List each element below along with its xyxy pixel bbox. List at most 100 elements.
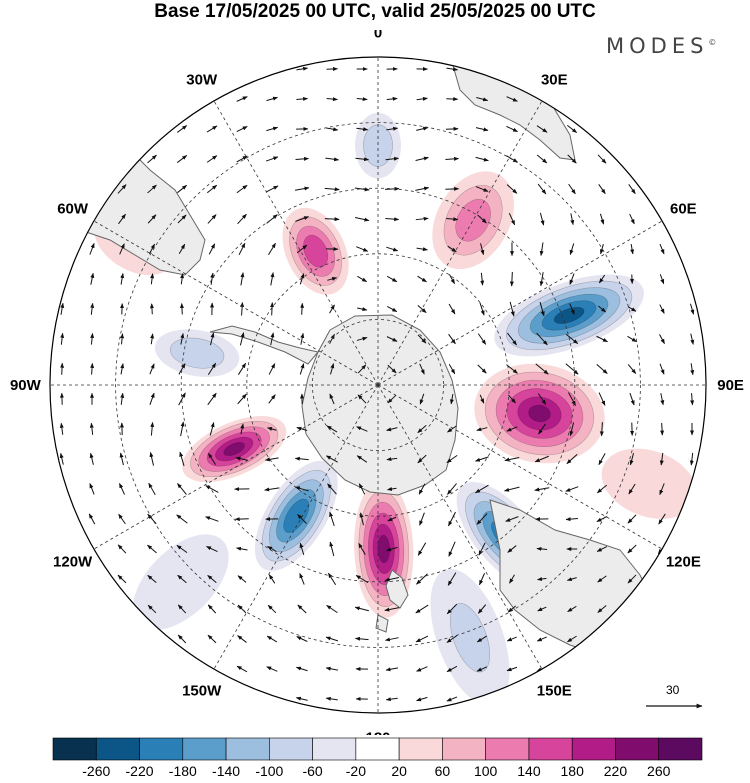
colorbar-swatch: [225, 737, 270, 761]
wind-arrow: [299, 573, 305, 585]
modes-logo: MODES©: [606, 34, 716, 58]
wind-arrow: [538, 423, 546, 435]
wind-arrow: [596, 484, 607, 494]
wind-arrow: [294, 456, 309, 461]
wind-arrow: [506, 184, 518, 194]
wind-arrow: [147, 184, 157, 194]
wind-arrow: [149, 303, 154, 315]
wind-arrow: [417, 424, 427, 434]
colorbar-tick-label: -260: [82, 763, 111, 779]
wind-arrow: [176, 544, 188, 554]
longitude-label: 90W: [10, 377, 42, 394]
wind-arrow: [237, 575, 247, 583]
antarctica-outline: [301, 314, 459, 496]
wind-arrow: [446, 665, 458, 673]
wind-arrow: [177, 634, 187, 644]
colorbar-tick-label: 260: [647, 763, 671, 779]
wind-arrow: [325, 696, 338, 701]
wind-arrow: [60, 362, 65, 375]
wind-arrow: [149, 363, 155, 375]
wind-arrow: [329, 511, 335, 527]
contour-level: [449, 603, 491, 673]
wind-arrow: [176, 514, 188, 524]
wind-arrow: [119, 243, 125, 255]
wind-arrow: [566, 577, 577, 582]
anomaly-blob: [494, 274, 644, 357]
wind-arrow: [329, 541, 335, 557]
wind-arrow: [416, 126, 429, 131]
wind-arrow: [296, 636, 308, 642]
wind-arrow: [445, 186, 460, 191]
wind-arrow: [358, 542, 366, 555]
wind-arrow: [177, 483, 187, 495]
wind-arrow: [147, 574, 157, 584]
meridian-line: [213, 100, 379, 386]
wind-arrow: [446, 603, 458, 615]
wind-arrow: [294, 486, 309, 492]
wind-arrow: [209, 422, 215, 436]
wind-arrow: [179, 451, 185, 467]
wind-arrow: [416, 696, 428, 702]
wind-arrow: [206, 155, 218, 163]
wind-arrow: [565, 363, 579, 375]
wind-arrow: [59, 422, 64, 435]
longitude-label: 60W: [57, 201, 89, 218]
anomaly-blob: [133, 534, 229, 630]
colorbar-tick-label: -100: [255, 763, 284, 779]
wind-arrow: [536, 154, 548, 164]
contour-level: [601, 448, 697, 519]
wind-arrow: [265, 185, 279, 193]
wind-arrow: [386, 457, 398, 462]
wind-arrow: [235, 456, 249, 461]
wind-arrow: [509, 271, 514, 287]
wind-arrow: [179, 303, 184, 315]
meridian-line: [93, 384, 379, 550]
wind-arrow: [89, 242, 95, 255]
parallel-circle: [311, 318, 444, 451]
anomaly-blob: [354, 480, 414, 618]
wind-arrow: [597, 154, 607, 164]
wind-arrow: [417, 542, 427, 556]
contour-level: [169, 337, 225, 369]
longitude-label: 180: [365, 730, 390, 735]
wind-arrow: [236, 155, 248, 163]
wind-arrow: [324, 217, 340, 222]
wind-arrow: [205, 516, 219, 522]
wind-arrow: [659, 363, 665, 375]
wind-arrow: [120, 363, 125, 375]
wind-arrow: [659, 483, 665, 496]
wind-arrow: [416, 247, 428, 252]
wind-arrow: [659, 304, 665, 314]
wind-arrow: [270, 272, 275, 286]
wind-arrow: [446, 696, 458, 702]
wind-arrow: [237, 393, 247, 405]
colorbar-tick-label: -140: [212, 763, 241, 779]
wind-arrow: [236, 96, 248, 102]
wind-arrow: [240, 302, 245, 316]
wind-arrow: [569, 303, 575, 315]
wind-arrow: [505, 516, 519, 522]
wind-arrow: [446, 97, 459, 102]
wind-arrow: [120, 333, 125, 345]
wind-arrow: [89, 452, 94, 465]
wind-arrow: [147, 513, 157, 525]
wind-arrow: [177, 155, 188, 163]
wind-arrow: [384, 607, 400, 612]
wind-arrow: [150, 273, 155, 285]
wind-arrow: [509, 574, 515, 584]
wind-arrow: [596, 335, 608, 343]
wind-arrow: [327, 483, 337, 495]
wind-arrow: [565, 334, 579, 344]
wind-arrow: [385, 667, 399, 672]
wind-arrow: [178, 363, 186, 375]
contour-level: [303, 234, 329, 268]
wind-arrow: [208, 243, 216, 255]
wind-arrow: [264, 487, 280, 492]
wind-arrow: [415, 186, 430, 191]
wind-arrow: [476, 635, 487, 643]
wind-arrow: [177, 604, 187, 614]
wind-arrow: [448, 333, 456, 345]
longitude-label: 0: [374, 30, 382, 41]
wind-arrow: [477, 333, 487, 345]
wind-arrow: [180, 273, 185, 285]
